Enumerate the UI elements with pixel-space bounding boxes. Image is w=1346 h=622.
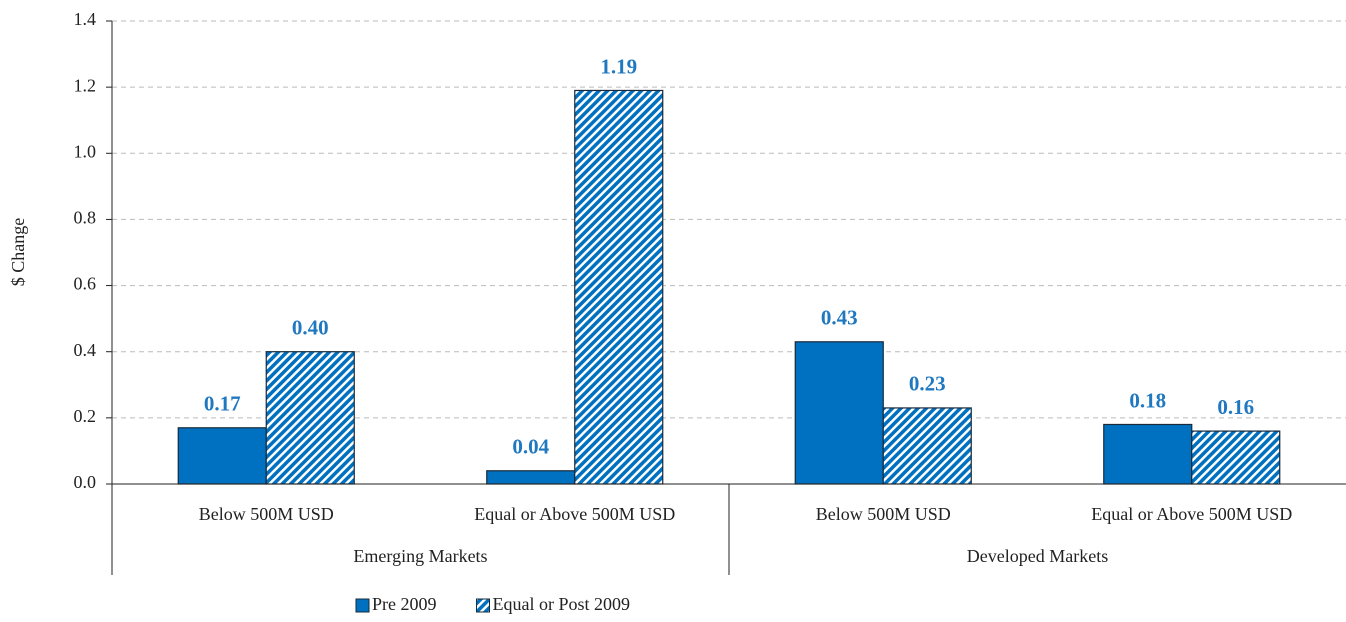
x-tick-label: Equal or Above 500M USD [1091,504,1292,524]
legend-swatch [355,598,370,613]
y-tick-label: 0.4 [74,340,97,360]
legend-label: Equal or Post 2009 [493,594,631,614]
y-tick-label: 0.0 [74,472,97,492]
y-tick-label: 1.4 [74,9,97,29]
y-axis-label: $ Change [8,218,28,286]
x-tick-label: Equal or Above 500M USD [474,504,675,524]
data-label: 0.23 [909,372,946,396]
bar [794,341,884,485]
data-label: 0.17 [204,392,241,416]
y-tick-label: 1.0 [74,141,97,161]
y-tick-label: 0.2 [74,406,97,426]
legend-label: Pre 2009 [372,594,437,614]
y-tick-label: 0.6 [74,274,97,294]
x-tick-label: Below 500M USD [816,504,951,524]
data-label: 0.16 [1217,395,1254,419]
y-tick-label: 1.2 [74,75,97,95]
bar [177,427,267,485]
bar [1103,423,1193,485]
data-label: 1.19 [600,54,637,78]
data-label: 0.18 [1129,388,1166,412]
group-label: Developed Markets [967,546,1108,566]
bar [882,407,972,485]
bar [486,470,576,485]
bar [1191,430,1281,485]
y-tick-label: 0.8 [74,208,97,228]
data-label: 0.04 [512,435,549,459]
bar [265,351,355,485]
x-tick-label: Below 500M USD [199,504,334,524]
data-label: 0.40 [292,316,329,340]
legend-swatch [476,598,490,613]
group-label: Emerging Markets [353,546,487,566]
data-label: 0.43 [821,306,858,330]
bar [574,89,664,485]
